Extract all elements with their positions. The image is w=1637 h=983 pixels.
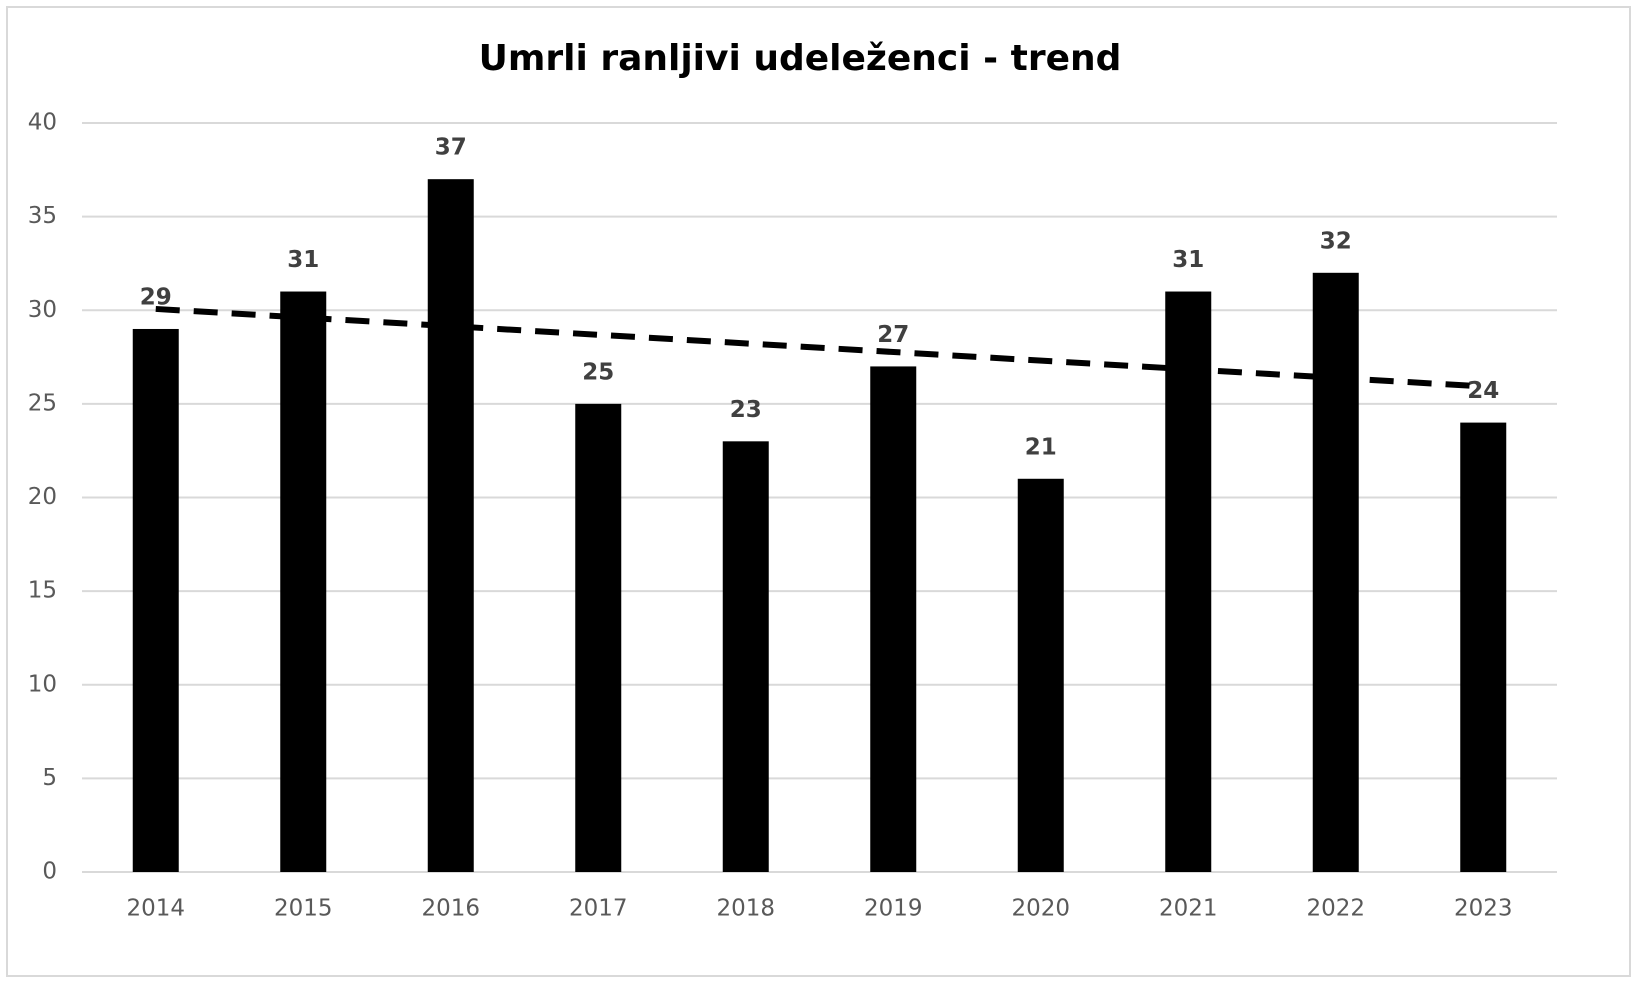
y-tick-label: 5 (42, 765, 57, 791)
x-tick-label: 2021 (1159, 896, 1218, 922)
y-tick-label: 15 (28, 578, 57, 604)
value-label: 32 (1320, 228, 1352, 254)
y-tick-label: 0 (42, 859, 57, 885)
y-tick-label: 10 (28, 671, 57, 697)
value-label: 37 (435, 135, 467, 161)
x-tick-label: 2017 (569, 896, 628, 922)
value-label: 23 (730, 397, 762, 423)
x-tick-label: 2019 (864, 896, 923, 922)
chart-border (6, 6, 1631, 977)
chart-title: Umrli ranljivi udeleženci - trend (479, 38, 1122, 79)
bar (575, 403, 622, 872)
y-tick-label: 30 (28, 297, 57, 323)
x-tick-label: 2022 (1306, 896, 1365, 922)
y-tick-label: 20 (28, 484, 57, 510)
bar (1165, 291, 1212, 872)
value-label: 21 (1025, 434, 1057, 460)
value-label: 27 (877, 322, 909, 348)
x-tick-label: 2014 (126, 896, 185, 922)
value-label: 24 (1467, 378, 1499, 404)
bar (722, 441, 769, 872)
y-tick-label: 35 (28, 203, 57, 229)
x-tick-label: 2020 (1011, 896, 1070, 922)
bar (1312, 272, 1359, 872)
x-tick-label: 2015 (274, 896, 333, 922)
value-label: 31 (287, 247, 319, 273)
bar (1017, 478, 1064, 872)
value-label: 25 (582, 359, 614, 385)
trendline (155, 305, 1484, 390)
x-tick-label: 2023 (1454, 896, 1513, 922)
bar (1460, 422, 1507, 872)
bar (870, 366, 917, 872)
value-label: 29 (140, 284, 172, 310)
bar (280, 291, 327, 872)
y-tick-label: 25 (28, 390, 57, 416)
x-tick-label: 2016 (421, 896, 480, 922)
bar (132, 328, 179, 873)
y-tick-label: 40 (28, 110, 57, 136)
value-label: 31 (1172, 247, 1204, 273)
bar (427, 179, 474, 873)
x-tick-label: 2018 (716, 896, 775, 922)
